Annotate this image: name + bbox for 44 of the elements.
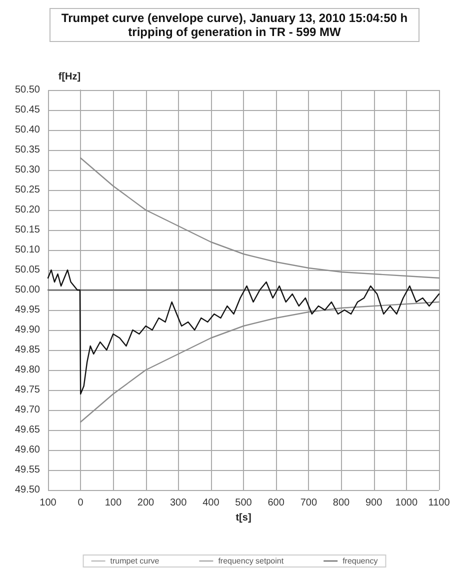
- legend-label: frequency: [342, 556, 378, 566]
- x-tick-label: 800: [332, 498, 350, 508]
- x-tick-label: 700: [300, 498, 318, 508]
- legend-label: frequency setpoint: [218, 556, 284, 566]
- y-tick-label: 50.50: [14, 84, 40, 96]
- y-tick-label: 50.00: [14, 284, 40, 296]
- chart-title: Trumpet curve (envelope curve), January 13, 2010 15:04:50 h: [61, 11, 408, 25]
- y-tick-label: 49.65: [14, 424, 40, 436]
- y-tick-label: 50.40: [14, 124, 40, 136]
- line-series: [80, 301, 440, 423]
- y-tick-label: 50.45: [14, 104, 40, 116]
- y-tick-label: 49.75: [14, 384, 40, 396]
- y-tick-label: 50.15: [14, 224, 40, 236]
- x-tick-label: 400: [202, 498, 220, 508]
- y-tick-label: 49.85: [14, 344, 40, 356]
- line-series: [47, 269, 440, 395]
- y-tick-label: 50.25: [14, 184, 40, 196]
- y-tick-label: 49.95: [14, 304, 40, 316]
- x-tick-label: 100: [104, 498, 122, 508]
- y-tick-label: 49.60: [14, 444, 40, 456]
- x-tick-label: 500: [235, 498, 252, 508]
- y-tick-label: 50.20: [14, 204, 40, 216]
- x-tick-label: 1000: [395, 498, 418, 508]
- y-tick-label: 49.55: [14, 464, 40, 476]
- y-tick-label: 50.05: [14, 264, 40, 276]
- y-tick-label: 50.30: [14, 164, 40, 176]
- y-tick-label: 49.70: [14, 404, 40, 416]
- x-tick-label: 0: [78, 498, 84, 508]
- legend-label: trumpet curve: [110, 556, 160, 566]
- y-tick-label: 49.50: [14, 484, 40, 496]
- y-tick-label: 50.35: [14, 144, 40, 156]
- y-axis-title: f[Hz]: [58, 72, 81, 82]
- y-tick-label: 49.90: [14, 324, 40, 336]
- x-tick-label: 300: [170, 498, 188, 508]
- x-tick-label: 100: [40, 498, 57, 508]
- y-tick-label: 50.10: [14, 244, 40, 256]
- x-tick-label: 900: [365, 498, 383, 508]
- line-series: [80, 157, 440, 279]
- x-axis-title: t[s]: [236, 512, 252, 524]
- x-tick-label: 200: [137, 498, 155, 508]
- chart-subtitle: tripping of generation in TR - 599 MW: [128, 25, 342, 39]
- x-tick-label: 1100: [428, 498, 450, 508]
- y-tick-label: 49.80: [14, 364, 40, 376]
- x-tick-label: 600: [268, 498, 285, 508]
